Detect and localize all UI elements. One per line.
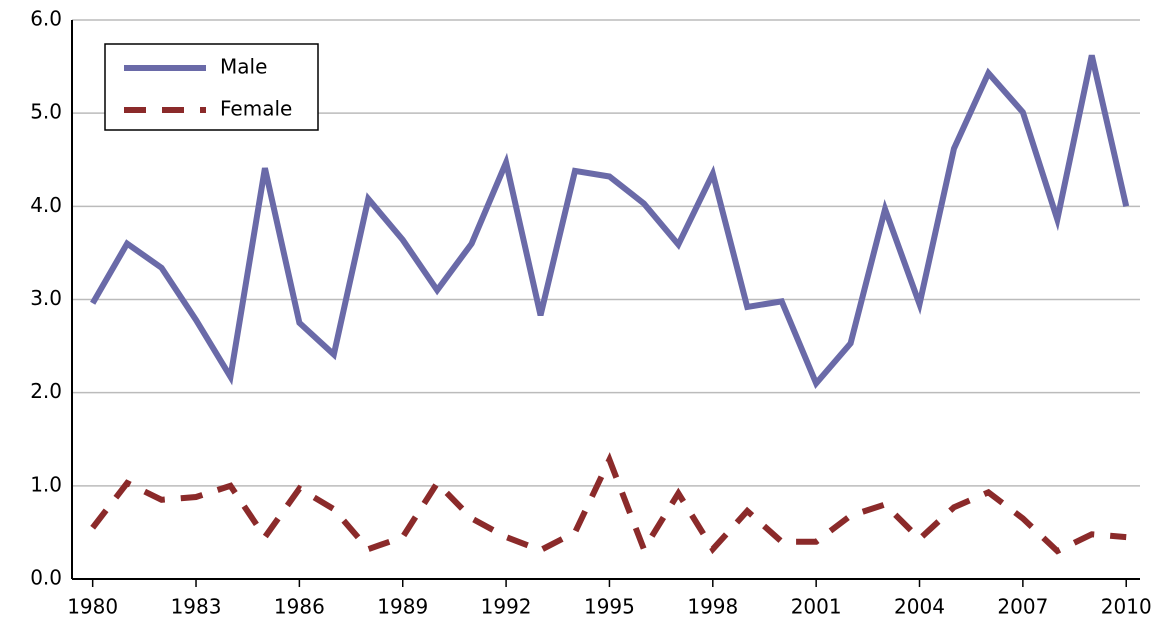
x-tick-label: 2007 — [997, 595, 1048, 619]
x-tick-label: 1980 — [67, 595, 118, 619]
x-tick-label: 2004 — [894, 595, 945, 619]
x-tick-label: 1983 — [171, 595, 222, 619]
x-tick-label: 1989 — [377, 595, 428, 619]
x-tick-label: 1998 — [687, 595, 738, 619]
y-tick-label: 2.0 — [30, 379, 62, 403]
y-tick-label: 1.0 — [30, 472, 62, 496]
legend-label: Male — [220, 55, 267, 79]
x-tick-label: 1995 — [584, 595, 635, 619]
y-tick-label: 3.0 — [30, 286, 62, 310]
legend-box — [104, 43, 319, 131]
x-tick-label: 1986 — [274, 595, 325, 619]
series-line — [90, 452, 1127, 556]
legend-label: Female — [220, 97, 292, 121]
x-tick-label: 2010 — [1101, 595, 1152, 619]
y-tick-label: 4.0 — [30, 193, 62, 217]
series-line — [90, 54, 1130, 389]
x-tick-label: 2001 — [791, 595, 842, 619]
x-tick-label: 1992 — [481, 595, 532, 619]
y-tick-label: 5.0 — [30, 100, 62, 124]
y-tick-label: 0.0 — [30, 566, 62, 590]
y-tick-label: 6.0 — [30, 7, 62, 31]
